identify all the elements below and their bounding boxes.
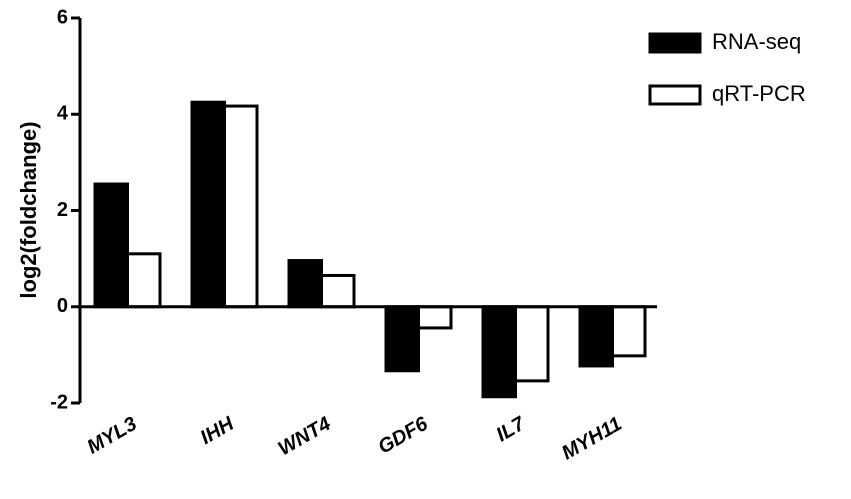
x-tick-label: IL7 [493,412,530,446]
bar [384,305,420,373]
legend-swatch [648,84,702,106]
bar [320,273,356,309]
bar [611,305,647,358]
bar [126,252,162,309]
bar [190,100,226,309]
x-tick-label: GDF6 [374,412,432,458]
x-tick-label: WNT4 [275,413,335,460]
bar [514,305,550,383]
y-tick-label: 0 [57,295,68,317]
x-tick-label: MYH11 [558,413,625,465]
bar [287,259,323,309]
y-tick-label: 2 [57,199,68,221]
bar [223,104,259,309]
legend-label: qRT-PCR [712,81,806,106]
y-axis-label: log2(foldchange) [16,121,41,298]
bar [93,182,129,309]
legend-label: RNA-seq [712,29,801,54]
x-tick-label: MYL3 [83,413,140,459]
y-tick-label: 4 [57,103,69,125]
bar [481,305,517,399]
y-tick-label: 6 [57,6,68,28]
legend-swatch [648,32,702,54]
x-tick-label: IHH [197,413,238,450]
y-tick-label: -2 [50,391,68,413]
bar [578,305,614,368]
bar [417,305,453,330]
